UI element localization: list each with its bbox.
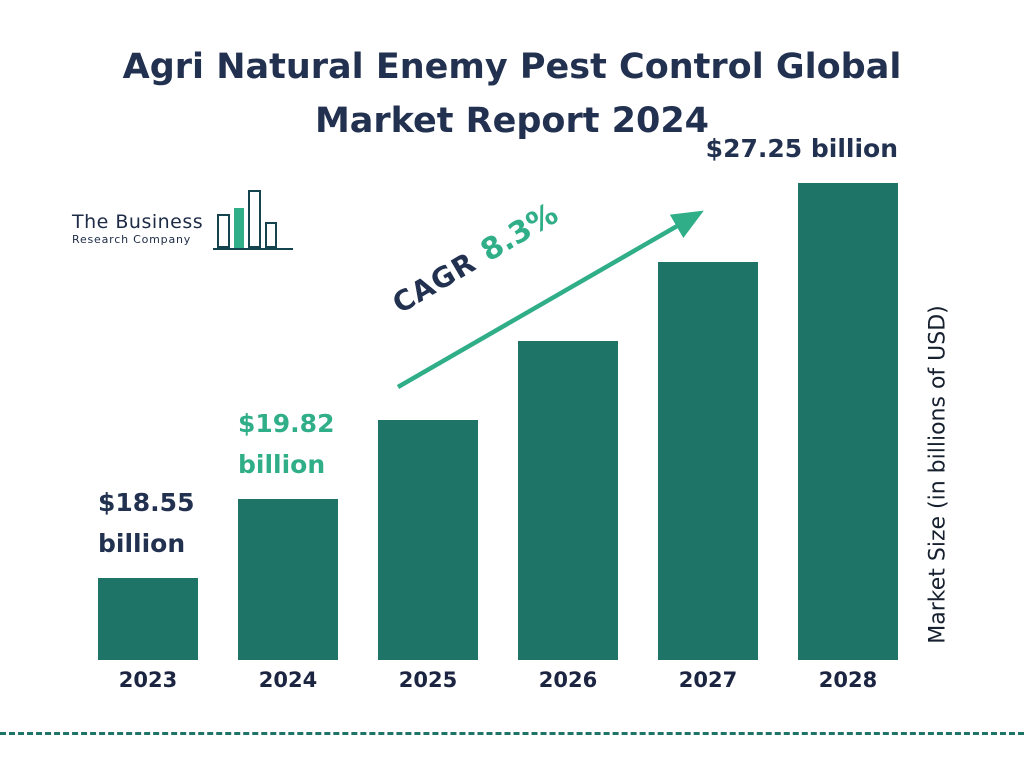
- bar-column-2023: $18.55 billion: [98, 482, 198, 660]
- year-label-2023: 2023: [118, 668, 178, 692]
- year-label-2026: 2026: [538, 668, 598, 692]
- value-label-2028: $27.25 billion: [705, 133, 898, 163]
- year-label-2024: 2024: [258, 668, 318, 692]
- bar-column-2028: $27.25 billion: [706, 128, 898, 660]
- bar-column-2026: [518, 341, 618, 660]
- value-label-2024: $19.82 billion: [238, 408, 335, 479]
- bar-2024: [238, 499, 338, 660]
- logo-text: The Business Research Company: [72, 211, 203, 250]
- bar-2028: [798, 183, 898, 660]
- bar-2025: [378, 420, 478, 660]
- x-axis-labels: 2023 2024 2025 2026 2027 2028: [98, 668, 898, 692]
- logo-subname: Research Company: [72, 233, 192, 246]
- year-label-2028: 2028: [818, 668, 878, 692]
- logo-bar-chart-icon: [213, 188, 294, 250]
- bar-2027: [658, 262, 758, 660]
- bar-2023: [98, 578, 198, 660]
- logo-bar-outline: [217, 214, 231, 248]
- logo-bar-outline: [265, 222, 278, 248]
- bar-column-2027: [658, 262, 758, 660]
- year-label-2027: 2027: [678, 668, 738, 692]
- year-label-2025: 2025: [398, 668, 458, 692]
- bars-row: $18.55 billion $19.82 billion $27.25 billi…: [98, 134, 898, 660]
- bar-2026: [518, 341, 618, 660]
- logo-bar-outline: [248, 190, 262, 248]
- logo-bar-filled: [234, 208, 245, 248]
- bar-column-2024: $19.82 billion: [238, 403, 338, 660]
- bottom-dashed-divider: [0, 732, 1024, 735]
- logo-name: The Business: [72, 211, 204, 233]
- value-label-2023: $18.55 billion: [98, 487, 195, 558]
- bar-column-2025: [378, 420, 478, 660]
- y-axis-label: Market Size (in billions of USD): [925, 305, 951, 644]
- company-logo: The Business Research Company: [72, 188, 294, 250]
- chart-title: Agri Natural Enemy Pest Control Global M…: [122, 47, 902, 142]
